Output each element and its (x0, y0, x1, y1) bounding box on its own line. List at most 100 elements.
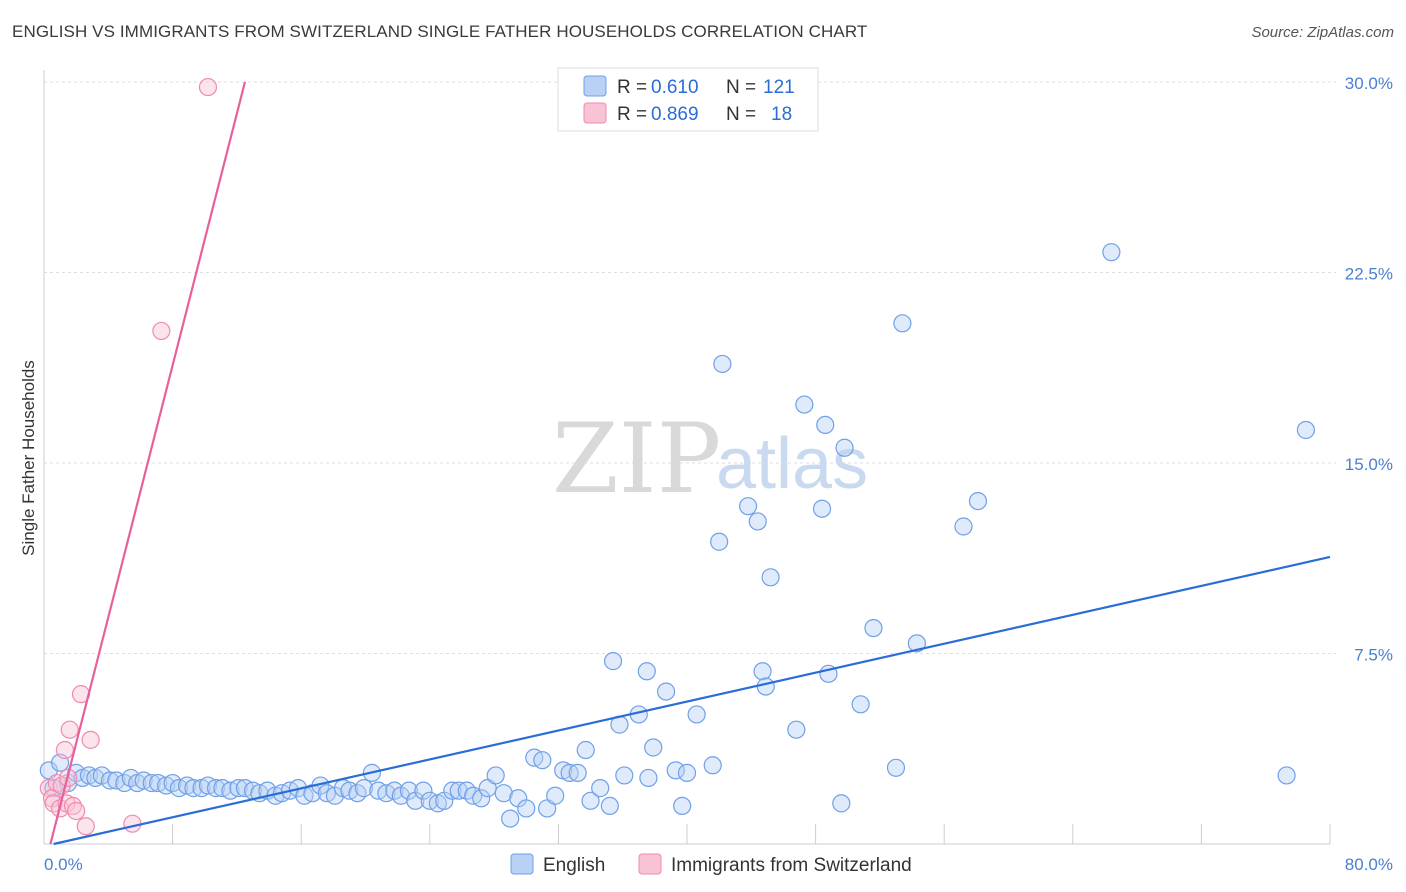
chart-title: ENGLISH VS IMMIGRANTS FROM SWITZERLAND S… (12, 22, 868, 41)
x-tick-label-min: 0.0% (44, 855, 83, 874)
y-tick-labels: 7.5% 15.0% 22.5% 30.0% (1345, 74, 1393, 665)
data-point (67, 801, 86, 821)
x-tick-labels: 0.0% 80.0% (44, 855, 1393, 874)
y-axis-label: Single Father Households (19, 360, 38, 556)
y-tick-label: 7.5% (1354, 646, 1393, 665)
data-point (748, 512, 767, 531)
data-point (666, 761, 685, 780)
source-label: Source: ZipAtlas.com (1251, 24, 1394, 41)
data-point (591, 779, 610, 798)
data-point (637, 662, 656, 681)
data-point (816, 415, 835, 434)
data-point (581, 791, 600, 810)
legend-n-value-english: 121 (763, 77, 795, 98)
data-point (152, 321, 171, 341)
y-tick-label: 22.5% (1345, 265, 1393, 284)
legend-box: R = 0.610 N = 121 R = 0.869 N = 18 (557, 67, 819, 132)
data-point (443, 781, 462, 800)
legend-n-label-swiss: N = (726, 104, 756, 125)
data-point (615, 766, 634, 785)
data-point (1296, 420, 1315, 440)
data-point (738, 497, 758, 516)
bottom-legend-label-english: English (543, 855, 605, 876)
legend-n-value-swiss: 18 (771, 104, 792, 125)
data-point (486, 766, 505, 785)
legend-r-value-swiss: 0.869 (651, 104, 699, 125)
data-point (1277, 766, 1296, 785)
legend-swatch-swiss (583, 102, 607, 124)
data-point (399, 781, 419, 800)
legend-r-value-english: 0.610 (651, 77, 699, 98)
data-point (907, 634, 926, 653)
data-point (76, 817, 95, 836)
watermark-atlas: atlas (716, 424, 868, 504)
data-point (657, 682, 676, 701)
data-point (123, 814, 142, 833)
data-point (968, 492, 988, 511)
data-point (703, 756, 722, 775)
watermark-zip: ZIP (552, 403, 721, 515)
data-point (954, 517, 973, 536)
data-point (787, 720, 806, 739)
data-point (568, 763, 587, 782)
trend-line-english (53, 555, 1331, 846)
data-point (60, 720, 79, 739)
legend-r-label-english: R = (617, 77, 647, 98)
data-point (63, 796, 83, 816)
data-point (756, 677, 775, 696)
data-point (576, 740, 595, 760)
data-point (100, 771, 120, 790)
data-point (677, 763, 697, 782)
data-point (198, 77, 218, 97)
data-point (761, 568, 780, 587)
data-point (753, 662, 772, 681)
data-point (142, 773, 161, 793)
data-point (812, 499, 832, 518)
watermark: ZIP atlas (552, 403, 868, 515)
x-tick-label-max: 80.0% (1345, 855, 1393, 874)
bottom-legend: English Immigrants from Switzerland (510, 853, 912, 876)
data-point (517, 799, 536, 818)
data-point (1102, 243, 1121, 262)
trend-line-swiss (49, 81, 247, 845)
data-point (494, 784, 513, 803)
data-point (414, 781, 433, 800)
data-point (206, 779, 226, 798)
series-swiss (39, 77, 218, 836)
data-point (644, 738, 663, 757)
legend-n-label-english: N = (726, 77, 756, 98)
data-point (893, 314, 912, 333)
data-point (81, 730, 100, 749)
data-point (795, 395, 814, 414)
data-point (710, 532, 729, 551)
data-point (832, 794, 851, 813)
data-point (687, 705, 706, 724)
grid-layer (44, 81, 1336, 844)
data-point (55, 740, 74, 760)
data-point (472, 789, 491, 808)
legend-swatch-english (583, 75, 607, 97)
data-point (354, 779, 373, 798)
data-point (673, 796, 692, 816)
data-point (603, 652, 623, 671)
y-tick-label: 15.0% (1345, 455, 1393, 474)
trend-lines (49, 81, 1331, 846)
legend-r-label-swiss: R = (617, 104, 647, 125)
y-tick-label: 30.0% (1345, 74, 1393, 93)
data-point (546, 786, 565, 805)
axes-layer (43, 70, 1330, 845)
data-point (864, 618, 883, 638)
data-point (533, 751, 552, 770)
bottom-legend-swatch-swiss (638, 853, 662, 875)
data-point (229, 779, 248, 798)
data-point (713, 354, 732, 374)
bottom-legend-swatch-english (510, 853, 534, 875)
data-point (886, 758, 906, 777)
data-point (835, 438, 854, 457)
data-point (600, 796, 619, 816)
data-point (501, 809, 520, 828)
series-english (39, 243, 1315, 828)
data-point (639, 768, 658, 788)
data-point (851, 695, 870, 714)
